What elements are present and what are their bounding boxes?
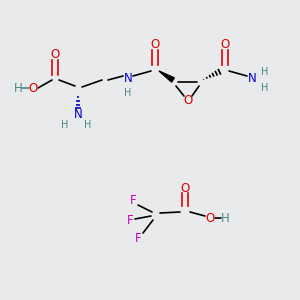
Text: F: F [135,232,141,244]
Polygon shape [159,71,174,82]
Text: H: H [124,88,132,98]
Text: H: H [84,120,92,130]
Text: O: O [50,49,60,62]
Text: H: H [261,67,269,77]
Text: O: O [206,212,214,224]
Text: H: H [61,120,69,130]
Text: O: O [220,38,230,52]
Text: H: H [220,212,230,224]
Text: F: F [130,194,136,206]
Text: O: O [150,38,160,52]
Text: H: H [14,82,22,94]
Text: N: N [124,71,132,85]
Text: N: N [248,71,256,85]
Text: O: O [28,82,38,94]
Text: N: N [74,109,82,122]
Text: O: O [183,94,193,106]
Text: H: H [261,83,269,93]
Text: F: F [127,214,133,226]
Text: O: O [180,182,190,194]
